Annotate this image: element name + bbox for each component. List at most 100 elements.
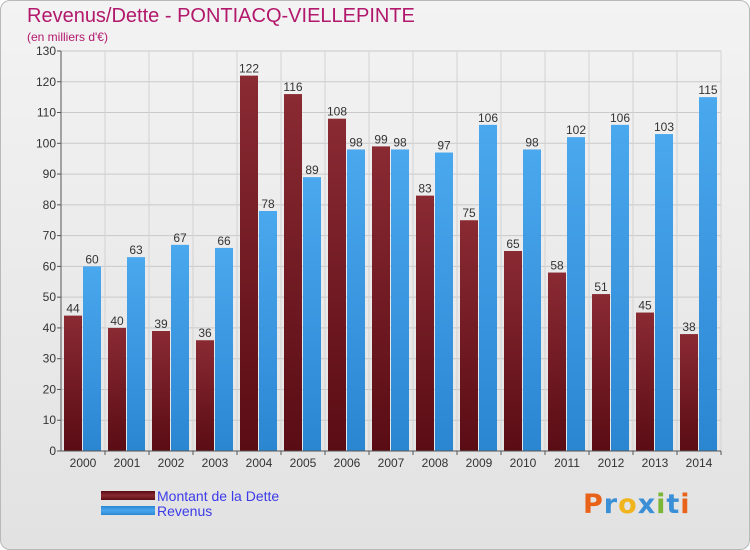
y-tick-label: 40 [43,321,57,335]
logo-letter: i [656,489,667,520]
data-label-revenus: 60 [85,252,99,266]
data-label-dette: 122 [239,62,259,76]
bar-revenus [171,244,189,451]
data-label-dette: 44 [66,302,80,316]
axes: 0 10 20 30 40 50 60 70 80 90 100 110 120 130 2000 2001 2… [36,44,722,470]
bar-dette [284,94,302,452]
data-label-revenus: 67 [173,231,187,245]
bar-dette [108,327,126,451]
x-tick-label: 2004 [246,456,273,470]
bar-revenus [699,97,717,452]
legend-item-dette: Montant de la Dette [101,487,280,504]
data-label-dette: 75 [462,206,476,220]
data-label-revenus: 106 [478,111,498,125]
logo-letter: o [618,489,638,520]
x-tick-label: 2002 [158,456,185,470]
bar-dette [196,340,214,451]
bar-dette [636,312,654,451]
x-tick-label: 2012 [598,456,625,470]
y-tick-label: 80 [43,198,57,212]
data-label-revenus: 63 [129,243,143,257]
logo-letter: t [666,489,681,520]
data-label-dette: 40 [110,314,124,328]
legend-label-dette: Montant de la Dette [157,487,280,504]
data-label-revenus: 98 [525,135,539,149]
bar-revenus [655,134,673,452]
logo-letter: r [603,489,619,520]
bar-dette [328,118,346,451]
bar-dette [504,251,522,451]
y-tick-label: 50 [43,290,57,304]
bar-dette [64,315,82,451]
bar-revenus [391,149,409,451]
legend-swatch-dette [101,491,155,500]
data-label-revenus: 78 [261,197,275,211]
y-tick-label: 10 [43,413,57,427]
logo-letter: x [637,489,657,520]
x-tick-label: 2009 [466,456,493,470]
x-tick-label: 2013 [642,456,669,470]
bar-dette [592,294,610,451]
bar-dette [416,195,434,451]
bar-revenus [611,124,629,451]
legend: Montant de la Dette Revenus [101,487,280,519]
y-tick-label: 30 [43,352,57,366]
data-label-dette: 116 [283,80,302,94]
data-label-dette: 58 [550,259,564,273]
y-tick-label: 0 [49,444,56,458]
bar-dette [152,331,170,451]
data-label-revenus: 97 [437,139,451,153]
data-label-dette: 65 [506,237,520,251]
bar-revenus [435,152,453,452]
data-label-revenus: 115 [698,83,717,97]
bar-dette [372,146,390,451]
data-label-revenus: 66 [217,234,231,248]
y-tick-label: 110 [37,106,56,120]
legend-swatch-revenus [101,506,155,515]
bar-dette [240,75,258,451]
data-label-revenus: 89 [305,163,319,177]
x-tick-label: 2008 [422,456,449,470]
legend-item-revenus: Revenus [101,502,279,519]
data-label-revenus: 98 [393,135,407,149]
bar-revenus [523,149,541,451]
bar-revenus [83,266,101,451]
proxiti-logo: Proxiti [583,489,691,520]
x-tick-label: 2005 [290,456,317,470]
logo-letter: i [680,489,691,520]
bar-revenus [215,247,233,451]
bar-revenus [127,257,145,451]
data-labels: 44 60 40 63 39 67 36 66 122 78 116 89 108 98 99 98 83 97 7… [66,62,718,341]
y-tick-label: 120 [36,75,56,89]
bar-dette [460,220,478,451]
x-tick-label: 2014 [686,456,713,470]
bar-dette [548,272,566,451]
x-tick-label: 2003 [202,456,229,470]
x-tick-label: 2010 [510,456,537,470]
bar-revenus [259,211,277,451]
y-tick-label: 70 [43,229,57,243]
y-tick-label: 90 [43,167,57,181]
x-tick-label: 2011 [554,456,580,470]
bar-revenus [567,137,585,451]
bar-revenus [347,149,365,451]
bar-dette [680,334,698,451]
bars [64,75,717,452]
data-label-revenus: 102 [566,123,586,137]
chart-subtitle: (en milliers d'€) [27,30,108,44]
data-label-dette: 38 [682,320,696,334]
legend-label-revenus: Revenus [157,502,213,519]
x-tick-label: 2001 [114,456,141,470]
data-label-dette: 83 [418,182,432,196]
y-tick-label: 60 [43,259,57,273]
data-label-revenus: 103 [654,120,674,134]
x-tick-label: 2006 [334,456,361,470]
data-label-dette: 51 [594,280,608,294]
data-label-dette: 45 [638,299,652,313]
y-tick-label: 20 [43,382,57,396]
x-tick-label: 2007 [378,456,405,470]
data-label-revenus: 106 [610,111,630,125]
y-tick-label: 130 [36,44,56,58]
data-label-dette: 39 [154,317,168,331]
